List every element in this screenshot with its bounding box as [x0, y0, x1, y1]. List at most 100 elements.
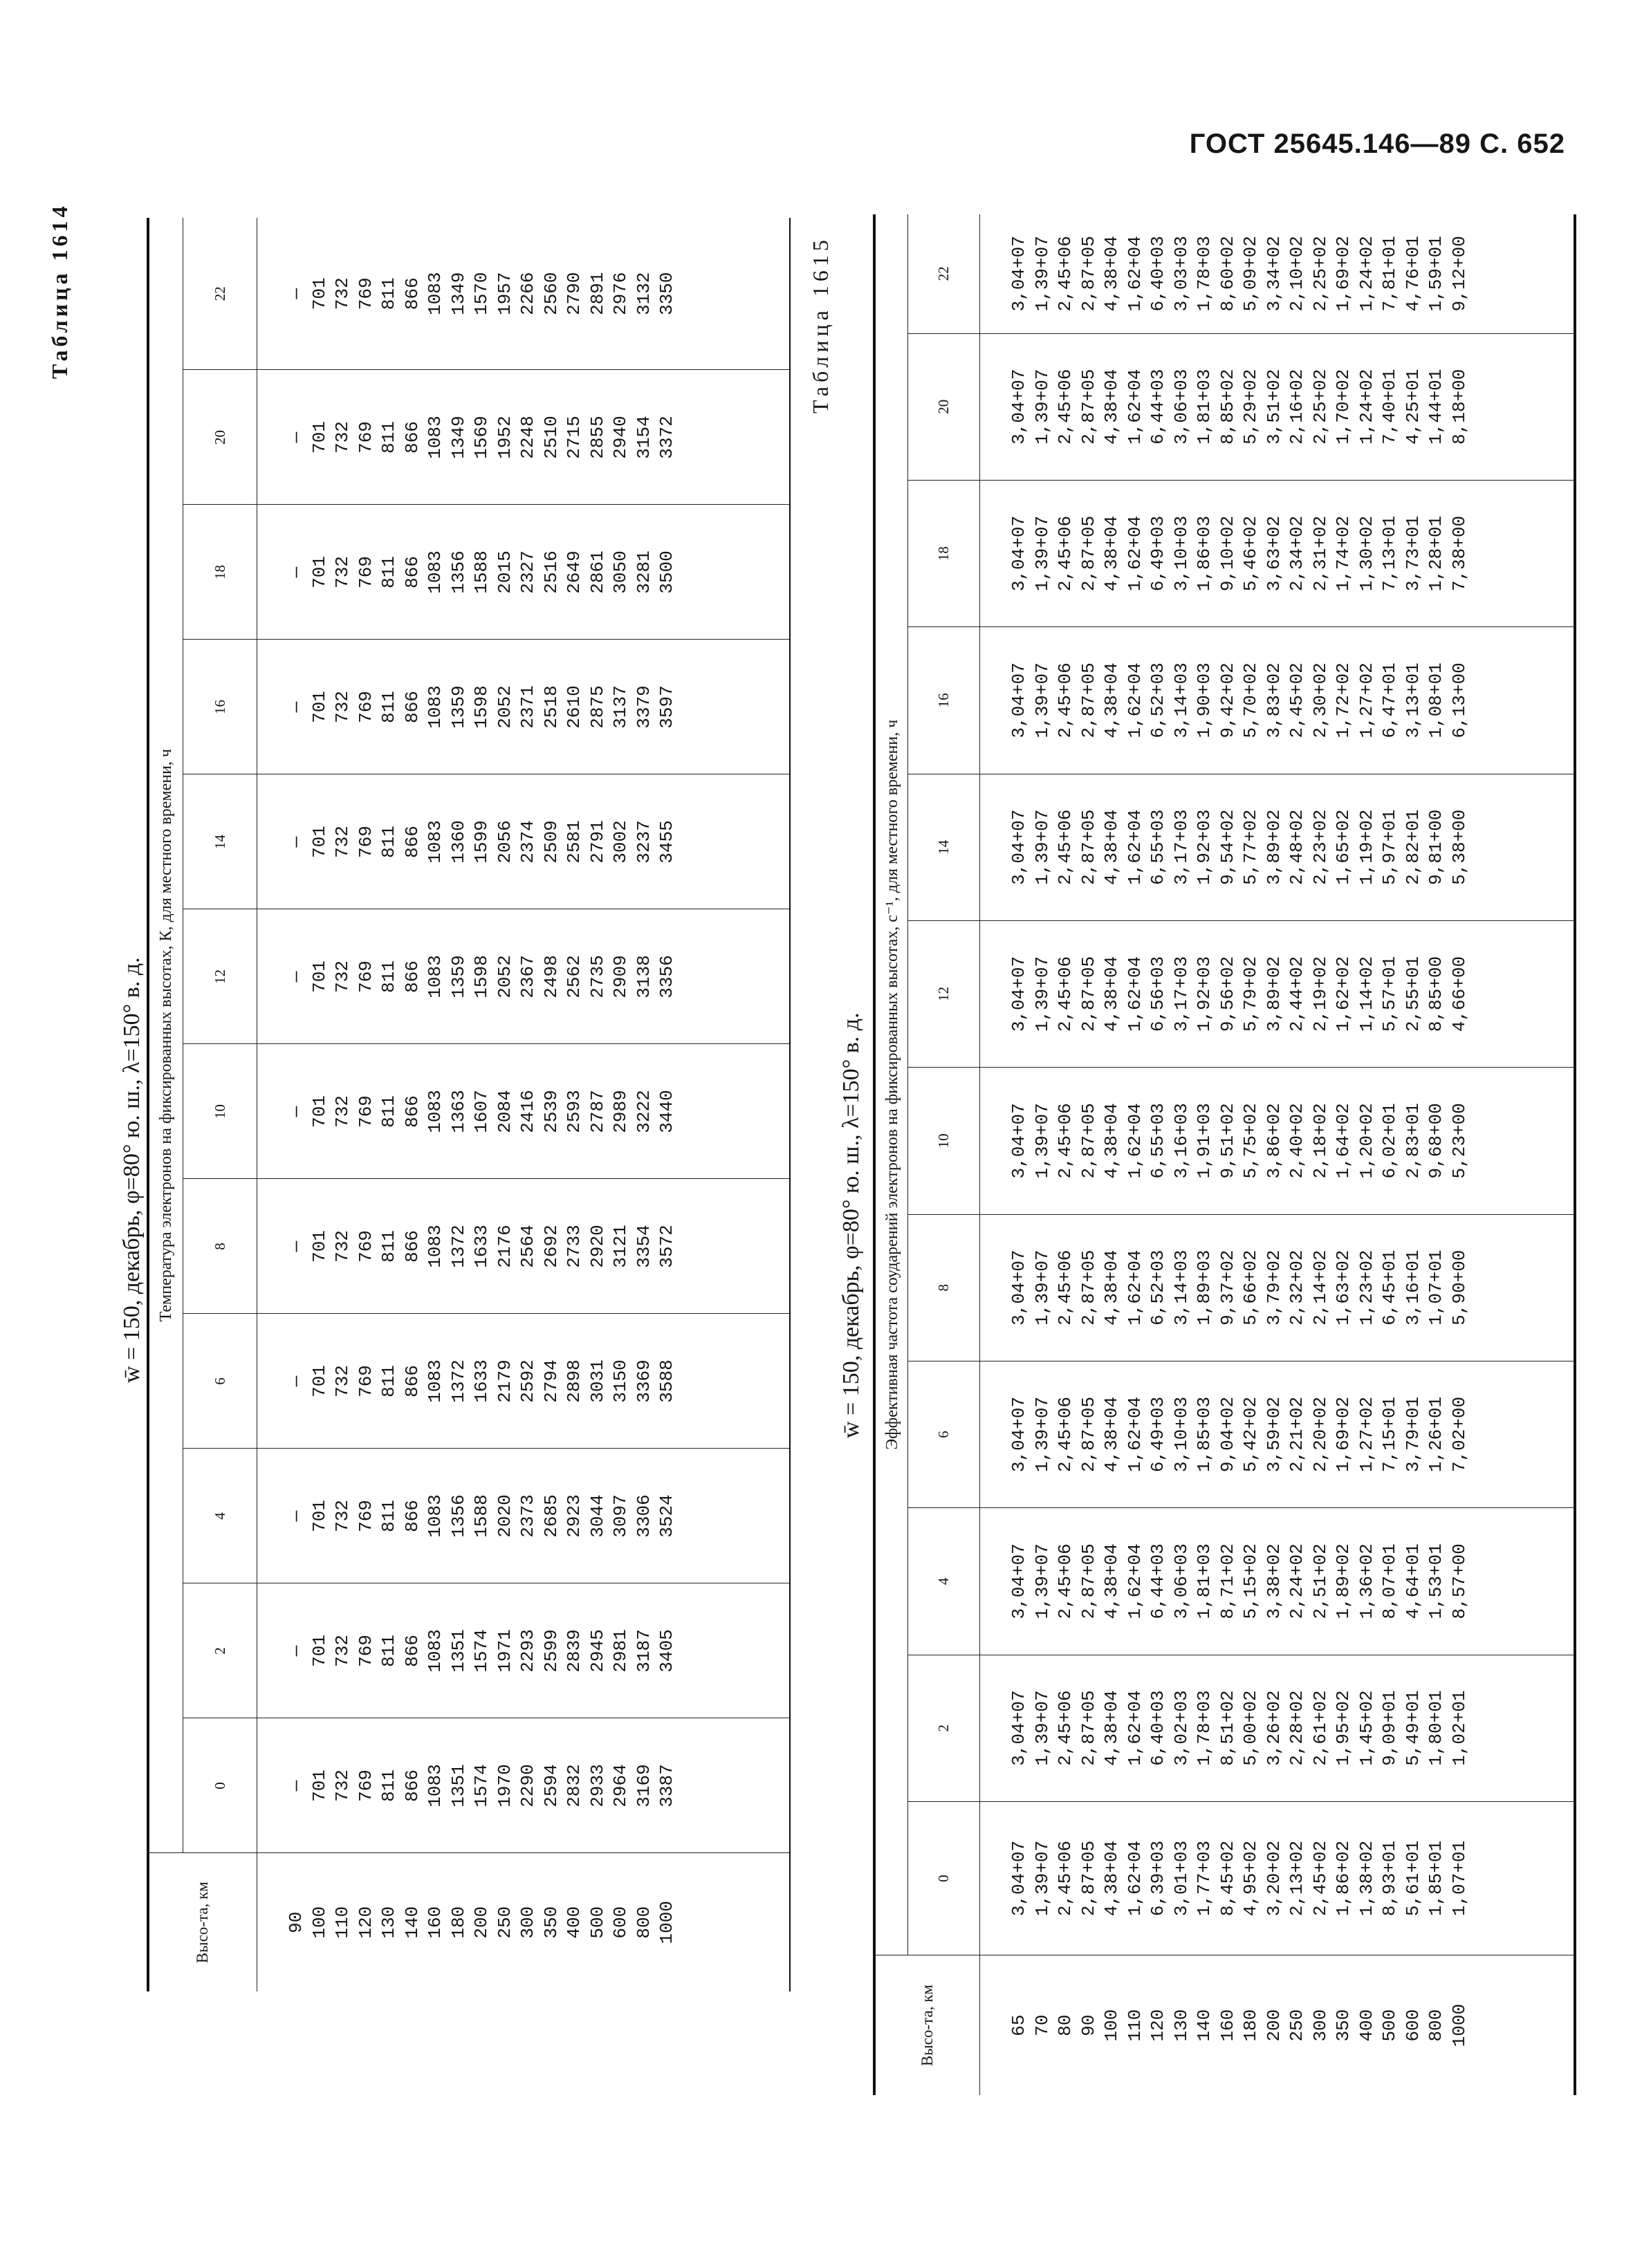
- data-cell: 811: [378, 960, 399, 993]
- data-cell: 3350: [656, 272, 677, 315]
- data-cell: 2416: [517, 1090, 538, 1133]
- table-1614-caption: w̄ = 150, декабрь, φ=80° ю. ш., λ=150° в…: [119, 957, 145, 1383]
- data-cell: 3524: [656, 1494, 677, 1538]
- data-cell: 2,45+06: [1055, 1103, 1076, 1179]
- page-header: ГОСТ 25645.146—89 С. 652: [1189, 129, 1565, 159]
- data-cell: 3150: [610, 1359, 631, 1403]
- data-cell: 1598: [471, 685, 492, 729]
- data-cell: 866: [401, 1635, 423, 1667]
- data-cell: 1,39+07: [1031, 369, 1053, 445]
- data-cell: 3222: [633, 1090, 654, 1133]
- data-cell: 2610: [564, 685, 584, 729]
- altitude-value: 300: [1309, 2009, 1331, 2042]
- data-cell: 866: [401, 960, 423, 993]
- data-cell: —: [286, 1240, 306, 1252]
- altitude-value: 120: [355, 1906, 376, 1939]
- data-cell: 769: [355, 826, 376, 858]
- hour-header: 2: [183, 1583, 257, 1718]
- data-cell: 866: [401, 691, 423, 723]
- hour-header: 12: [907, 920, 980, 1068]
- data-cell: 9,04+02: [1217, 1396, 1238, 1473]
- data-cell: 5,29+02: [1240, 369, 1261, 445]
- data-cell: 3,02+03: [1170, 1690, 1192, 1766]
- data-cell: 1,27+02: [1356, 1396, 1377, 1473]
- data-cell: 3050: [610, 550, 631, 594]
- data-cell: 811: [378, 691, 399, 723]
- data-cell: 2581: [564, 820, 584, 864]
- data-cell: 701: [308, 556, 330, 588]
- data-cell: 3137: [610, 685, 631, 729]
- altitude-value: 100: [308, 1906, 330, 1939]
- data-cell: 701: [308, 1500, 330, 1532]
- hour-header: 6: [183, 1314, 257, 1449]
- data-cell: 2,87+05: [1078, 515, 1099, 592]
- data-cell: 3,04+07: [1008, 956, 1029, 1032]
- data-cell: 8,93+01: [1379, 1840, 1400, 1917]
- hour-column: 3,04+07 1,39+07 2,45+06 2,87+05 4,38+04 1,62+…: [979, 1507, 1575, 1655]
- data-cell: 3,04+07: [1008, 809, 1029, 885]
- altitude-value: 800: [1426, 2009, 1446, 2042]
- hour-column: —701 732 769 811 866 1083 1351 1574 1970 2290 2594…: [257, 1718, 790, 1853]
- data-cell: 6,55+03: [1147, 1103, 1168, 1179]
- data-cell: 5,42+02: [1240, 1396, 1261, 1473]
- data-cell: 1,39+07: [1031, 1249, 1053, 1326]
- data-cell: 2,45+06: [1055, 956, 1076, 1032]
- data-cell: 811: [378, 1230, 399, 1263]
- data-cell: 3002: [610, 820, 631, 864]
- data-cell: 811: [378, 1095, 399, 1128]
- data-cell: 1,90+03: [1194, 662, 1215, 738]
- data-cell: 1,85+01: [1426, 1840, 1446, 1917]
- data-cell: 1,07+01: [1448, 1840, 1470, 1917]
- data-cell: 3,16+01: [1402, 1249, 1423, 1326]
- data-cell: 3,10+03: [1170, 515, 1192, 592]
- data-cell: 4,95+02: [1240, 1840, 1261, 1917]
- data-cell: 769: [355, 1500, 376, 1532]
- data-cell: 811: [378, 1769, 399, 1802]
- hour-column: —701 732 769 811 866 1083 1363 1607 2084 2416 2539…: [257, 1044, 790, 1179]
- data-cell: 2248: [517, 416, 538, 459]
- data-cell: 3455: [656, 820, 677, 864]
- data-cell: 1952: [494, 416, 515, 459]
- data-cell: 1,77+03: [1194, 1840, 1215, 1917]
- hour-column: 3,04+07 1,39+07 2,45+06 2,87+05 4,38+04 1,62+…: [979, 1801, 1575, 1955]
- data-cell: 1,39+07: [1031, 1840, 1053, 1917]
- data-cell: 2649: [564, 550, 584, 594]
- altitude-value: 350: [1333, 2009, 1354, 2042]
- data-cell: 2,13+02: [1286, 1840, 1307, 1917]
- data-cell: 1,62+04: [1124, 515, 1145, 592]
- data-cell: 3,04+07: [1008, 369, 1029, 445]
- altitude-value: 200: [1263, 2009, 1284, 2042]
- altitude-value: 600: [1402, 2009, 1423, 2042]
- data-cell: 1,63+02: [1333, 1249, 1354, 1326]
- data-cell: 769: [355, 1769, 376, 1802]
- data-cell: 2056: [494, 820, 515, 864]
- data-cell: 4,38+04: [1101, 369, 1122, 445]
- data-cell: —: [286, 1645, 306, 1657]
- data-cell: —: [286, 1106, 306, 1117]
- altitude-value: 400: [1356, 2009, 1377, 2042]
- altitude-value: 100: [1101, 2009, 1122, 2042]
- altitude-column: 65 70 80 90 100 110 120 130 140 160 180 200 250 300 35…: [980, 1955, 1575, 2095]
- data-cell: 1083: [425, 685, 445, 729]
- altitude-header: Высо-та, км: [874, 1955, 980, 2095]
- data-cell: 2266: [517, 272, 538, 315]
- hour-header: 20: [183, 370, 257, 505]
- data-cell: 3379: [633, 685, 654, 729]
- hour-header: 18: [907, 480, 980, 627]
- data-cell: 2,87+05: [1078, 1103, 1099, 1179]
- data-cell: 4,64+01: [1402, 1543, 1423, 1619]
- data-cell: 1,86+02: [1333, 1840, 1354, 1917]
- data-cell: 732: [332, 1500, 353, 1532]
- data-cell: 1,45+02: [1356, 1690, 1377, 1766]
- data-cell: 3237: [633, 820, 654, 864]
- data-cell: 2735: [587, 955, 608, 998]
- hour-column: 3,04+07 1,39+07 2,45+06 2,87+05 4,38+04 1,62+…: [979, 626, 1575, 774]
- data-cell: —: [286, 566, 306, 578]
- data-cell: 3,26+02: [1263, 1690, 1284, 1766]
- data-cell: 1,78+03: [1194, 1690, 1215, 1766]
- data-cell: 701: [308, 1769, 330, 1802]
- data-cell: 8,60+02: [1217, 236, 1238, 312]
- data-cell: 3044: [587, 1494, 608, 1538]
- data-cell: 732: [332, 1365, 353, 1397]
- data-cell: 2510: [540, 416, 562, 459]
